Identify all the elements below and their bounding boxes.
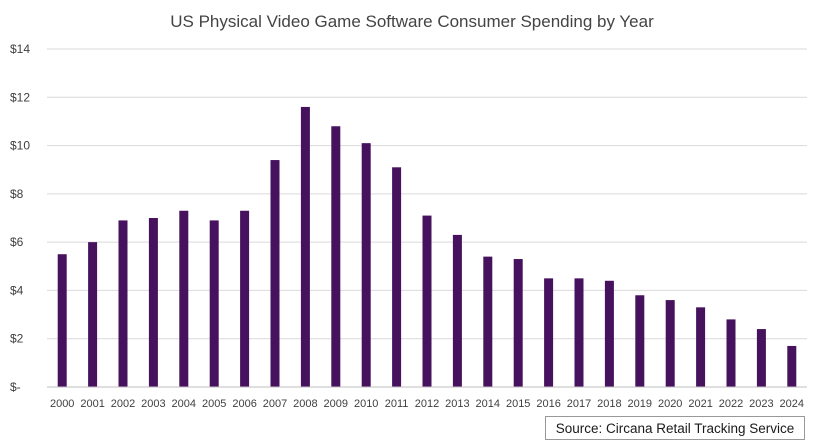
source-note: Source: Circana Retail Tracking Service [545,416,805,440]
bar-2013 [452,234,462,387]
bar-2022 [726,319,736,387]
x-tick-label: 2015 [506,398,530,410]
bar-2008 [300,106,310,387]
x-tick-label: 2019 [628,398,652,410]
x-tick-label: 2016 [536,398,560,410]
y-tick-label: $2 [10,332,24,346]
x-tick-label: 2014 [476,398,500,410]
x-tick-label: 2006 [232,398,256,410]
chart-title: US Physical Video Game Software Consumer… [170,12,654,31]
x-tick-label: 2018 [597,398,621,410]
x-tick-label: 2004 [172,398,196,410]
y-tick-label: $10 [10,139,30,153]
x-tick-label: 2012 [415,398,439,410]
bar-2009 [331,126,341,387]
bar-2010 [361,143,371,387]
bar-2004 [179,210,189,387]
x-tick-label: 2011 [385,398,409,410]
x-tick-label: 2017 [567,398,591,410]
x-tick-label: 2023 [749,398,773,410]
bar-2014 [483,256,493,387]
x-tick-label: 2002 [111,398,135,410]
y-tick-label: $12 [10,90,30,104]
x-tick-label: 2000 [50,398,74,410]
y-tick-label: $14 [10,42,30,56]
x-axis-ticks: 2000 2001 2002 2003 2004 2005 2006 2007 2008 2009… [50,398,804,410]
bar-2006 [240,210,250,387]
bar-2018 [604,280,614,387]
y-tick-label: $6 [10,235,24,249]
bar-2015 [513,259,523,387]
y-tick-label: $- [10,380,21,394]
x-tick-label: 2020 [658,398,682,410]
bar-2019 [635,295,645,387]
bar-2005 [209,220,219,387]
bar-2012 [422,215,432,387]
x-tick-label: 2024 [780,398,804,410]
y-axis-ticks: $- $2 $4 $6 $8 $10 $12 $14 [10,42,30,394]
bar-2016 [544,278,554,387]
bars [57,106,797,387]
x-tick-label: 2021 [688,398,712,410]
bar-2001 [88,242,98,387]
bar-2020 [665,300,675,387]
bar-2021 [696,307,706,387]
bar-2000 [57,254,67,387]
x-tick-label: 2013 [445,398,469,410]
bar-2017 [574,278,584,387]
x-tick-label: 2010 [354,398,378,410]
y-tick-label: $8 [10,187,24,201]
x-tick-label: 2022 [719,398,743,410]
bar-2011 [392,167,402,387]
bar-2002 [118,220,128,387]
x-tick-label: 2003 [141,398,165,410]
bar-2024 [787,345,797,387]
bar-2023 [756,329,766,387]
bar-2003 [148,218,158,387]
x-tick-label: 2009 [324,398,348,410]
x-tick-label: 2008 [293,398,317,410]
x-tick-label: 2005 [202,398,226,410]
y-tick-label: $4 [10,283,24,297]
x-tick-label: 2007 [263,398,287,410]
x-tick-label: 2001 [80,398,104,410]
bar-2007 [270,160,280,387]
